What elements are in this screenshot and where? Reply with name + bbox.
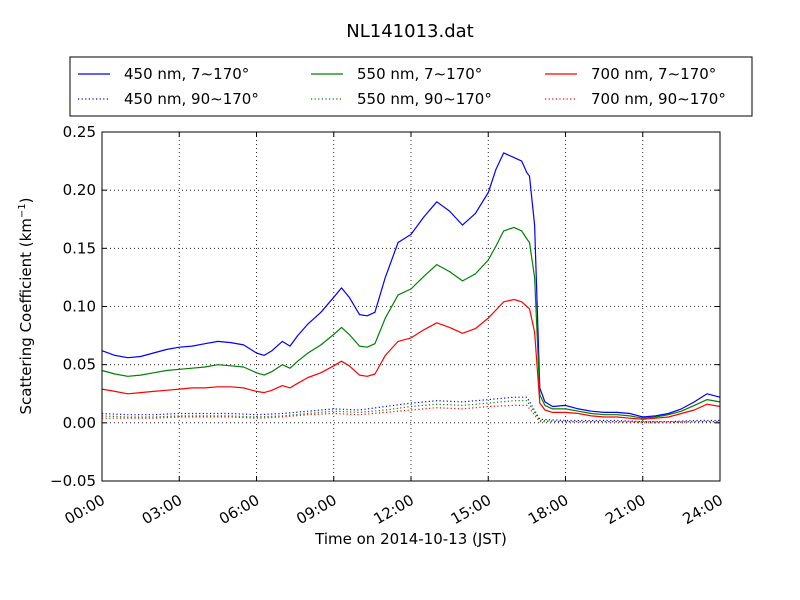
legend-label: 700 nm, 90∼170° (591, 90, 726, 108)
series-line-0 (101, 152, 721, 418)
y-axis-label-close: ) (17, 197, 35, 203)
x-axis-label: Time on 2014-10-13 (JST) (314, 530, 507, 548)
x-tick-label: 21:00 (602, 491, 648, 528)
legend-box (69, 56, 753, 117)
y-axis-label-main: Scattering Coefficient (km (17, 218, 35, 414)
chart-title: NL141013.dat (346, 21, 473, 42)
x-tick-label: 03:00 (139, 491, 185, 528)
legend-label: 450 nm, 7∼170° (124, 65, 249, 83)
legend-label: 700 nm, 7∼170° (591, 65, 716, 83)
y-axis-label-sup: −1 (17, 203, 28, 218)
y-tick-label: 0.25 (63, 123, 96, 141)
legend-label: 550 nm, 90∼170° (357, 90, 492, 108)
series-line-1 (101, 226, 721, 419)
series-line-5 (102, 404, 720, 424)
y-axis-label: Scattering Coefficient (km−1) (17, 197, 35, 414)
series-line-2 (101, 298, 721, 420)
x-tick-label: 00:00 (62, 491, 108, 528)
grid (102, 132, 720, 481)
y-tick-label: 0.15 (63, 239, 96, 257)
y-tick-label: 0.20 (63, 181, 96, 199)
x-tick-label: 15:00 (448, 491, 494, 528)
x-tick-label: 06:00 (216, 491, 262, 528)
x-tick-label: 09:00 (293, 491, 339, 528)
legend: 450 nm, 7∼170° 550 nm, 7∼170° 700 nm, 7∼17… (78, 65, 726, 108)
x-tick-label: 24:00 (680, 491, 726, 528)
y-tick-label: 0.10 (63, 298, 96, 316)
legend-label: 450 nm, 90∼170° (124, 90, 259, 108)
series-group (101, 152, 721, 424)
x-tick-labels: 00:00 03:00 06:00 09:00 12:00 15:00 18:00 21:00… (62, 491, 726, 528)
y-tick-label: −0.05 (50, 472, 96, 490)
y-tick-label: 0.00 (63, 414, 96, 432)
x-tick-label: 12:00 (371, 491, 417, 528)
y-tick-labels: −0.05 0.00 0.05 0.10 0.15 0.20 0.25 (50, 123, 96, 490)
legend-label: 550 nm, 7∼170° (357, 65, 482, 83)
x-tick-label: 18:00 (525, 491, 571, 528)
ticks (101, 131, 721, 482)
y-tick-label: 0.05 (63, 356, 96, 374)
